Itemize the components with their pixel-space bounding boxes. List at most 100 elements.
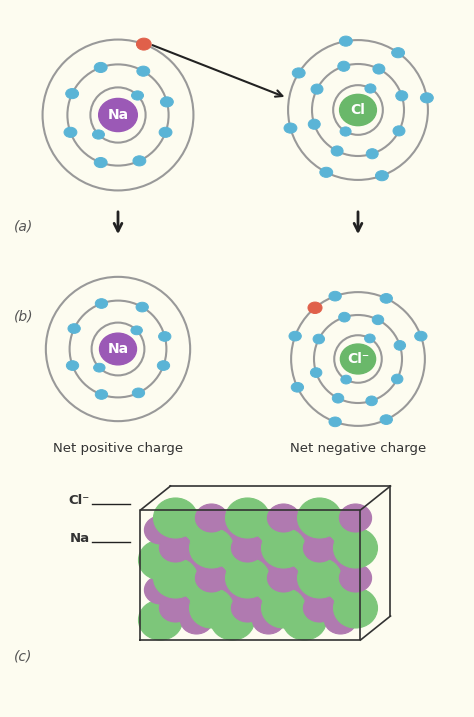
Ellipse shape bbox=[380, 293, 392, 303]
Ellipse shape bbox=[95, 389, 108, 399]
Ellipse shape bbox=[396, 91, 408, 101]
Ellipse shape bbox=[283, 540, 327, 580]
Ellipse shape bbox=[289, 331, 301, 341]
Ellipse shape bbox=[210, 600, 255, 640]
Ellipse shape bbox=[262, 528, 306, 568]
Ellipse shape bbox=[366, 148, 378, 158]
Ellipse shape bbox=[311, 84, 323, 94]
Ellipse shape bbox=[267, 564, 300, 592]
Text: Na: Na bbox=[70, 532, 90, 545]
Ellipse shape bbox=[339, 36, 352, 46]
Ellipse shape bbox=[246, 510, 291, 550]
Ellipse shape bbox=[340, 344, 375, 374]
Ellipse shape bbox=[138, 540, 182, 580]
Ellipse shape bbox=[132, 388, 145, 398]
Ellipse shape bbox=[310, 368, 322, 377]
Text: Na: Na bbox=[108, 342, 128, 356]
Ellipse shape bbox=[159, 332, 171, 341]
Ellipse shape bbox=[324, 606, 356, 634]
Ellipse shape bbox=[181, 606, 213, 634]
Ellipse shape bbox=[92, 130, 104, 139]
Ellipse shape bbox=[308, 119, 320, 129]
Ellipse shape bbox=[339, 95, 376, 125]
Ellipse shape bbox=[154, 558, 198, 598]
Ellipse shape bbox=[157, 361, 170, 371]
Ellipse shape bbox=[231, 594, 264, 622]
Ellipse shape bbox=[338, 61, 350, 71]
Ellipse shape bbox=[288, 516, 320, 544]
Text: (a): (a) bbox=[14, 220, 33, 234]
Ellipse shape bbox=[332, 394, 344, 403]
Ellipse shape bbox=[137, 38, 151, 50]
Ellipse shape bbox=[94, 158, 107, 168]
Ellipse shape bbox=[331, 146, 343, 156]
Ellipse shape bbox=[339, 564, 372, 592]
Ellipse shape bbox=[372, 315, 383, 325]
Ellipse shape bbox=[284, 123, 297, 133]
Ellipse shape bbox=[94, 62, 107, 72]
Ellipse shape bbox=[181, 546, 213, 574]
Ellipse shape bbox=[334, 588, 377, 628]
Text: Cl: Cl bbox=[351, 103, 365, 117]
Ellipse shape bbox=[340, 127, 351, 136]
Ellipse shape bbox=[95, 299, 108, 308]
Text: Net positive charge: Net positive charge bbox=[53, 442, 183, 455]
Ellipse shape bbox=[190, 528, 234, 568]
Ellipse shape bbox=[288, 576, 320, 604]
Ellipse shape bbox=[226, 558, 270, 598]
Ellipse shape bbox=[100, 333, 137, 365]
Text: Na: Na bbox=[108, 108, 128, 122]
Ellipse shape bbox=[303, 534, 336, 562]
Ellipse shape bbox=[131, 326, 142, 335]
Ellipse shape bbox=[267, 504, 300, 532]
Ellipse shape bbox=[298, 498, 341, 538]
Ellipse shape bbox=[373, 64, 385, 74]
Ellipse shape bbox=[329, 291, 341, 301]
Ellipse shape bbox=[195, 504, 228, 532]
Ellipse shape bbox=[210, 540, 255, 580]
Ellipse shape bbox=[66, 361, 79, 371]
Ellipse shape bbox=[195, 564, 228, 592]
Text: (c): (c) bbox=[14, 650, 32, 664]
Ellipse shape bbox=[394, 341, 406, 350]
Ellipse shape bbox=[375, 171, 388, 181]
Ellipse shape bbox=[252, 606, 284, 634]
Ellipse shape bbox=[380, 414, 392, 424]
Text: (b): (b) bbox=[14, 310, 34, 324]
Ellipse shape bbox=[160, 97, 173, 107]
Text: Cl⁻: Cl⁻ bbox=[69, 494, 90, 507]
Ellipse shape bbox=[415, 331, 427, 341]
Ellipse shape bbox=[159, 594, 191, 622]
Ellipse shape bbox=[365, 84, 376, 93]
Ellipse shape bbox=[420, 92, 433, 103]
Ellipse shape bbox=[298, 558, 341, 598]
Ellipse shape bbox=[365, 334, 375, 343]
Ellipse shape bbox=[393, 125, 405, 136]
Ellipse shape bbox=[262, 588, 306, 628]
Ellipse shape bbox=[68, 323, 80, 333]
Ellipse shape bbox=[99, 98, 137, 131]
Ellipse shape bbox=[319, 570, 363, 610]
Ellipse shape bbox=[392, 47, 404, 58]
Ellipse shape bbox=[145, 576, 177, 604]
Ellipse shape bbox=[292, 68, 305, 78]
Ellipse shape bbox=[392, 374, 403, 384]
Ellipse shape bbox=[339, 504, 372, 532]
Ellipse shape bbox=[334, 528, 377, 568]
Ellipse shape bbox=[308, 302, 322, 313]
Ellipse shape bbox=[217, 576, 248, 604]
Ellipse shape bbox=[329, 417, 341, 427]
Ellipse shape bbox=[154, 498, 198, 538]
Ellipse shape bbox=[366, 396, 377, 406]
Ellipse shape bbox=[252, 546, 284, 574]
Ellipse shape bbox=[64, 127, 77, 138]
Ellipse shape bbox=[313, 334, 325, 344]
Ellipse shape bbox=[145, 516, 177, 544]
Ellipse shape bbox=[283, 600, 327, 640]
Ellipse shape bbox=[291, 382, 303, 392]
Text: Net negative charge: Net negative charge bbox=[290, 442, 426, 455]
Ellipse shape bbox=[159, 534, 191, 562]
Ellipse shape bbox=[226, 498, 270, 538]
Ellipse shape bbox=[231, 534, 264, 562]
Ellipse shape bbox=[132, 91, 144, 100]
